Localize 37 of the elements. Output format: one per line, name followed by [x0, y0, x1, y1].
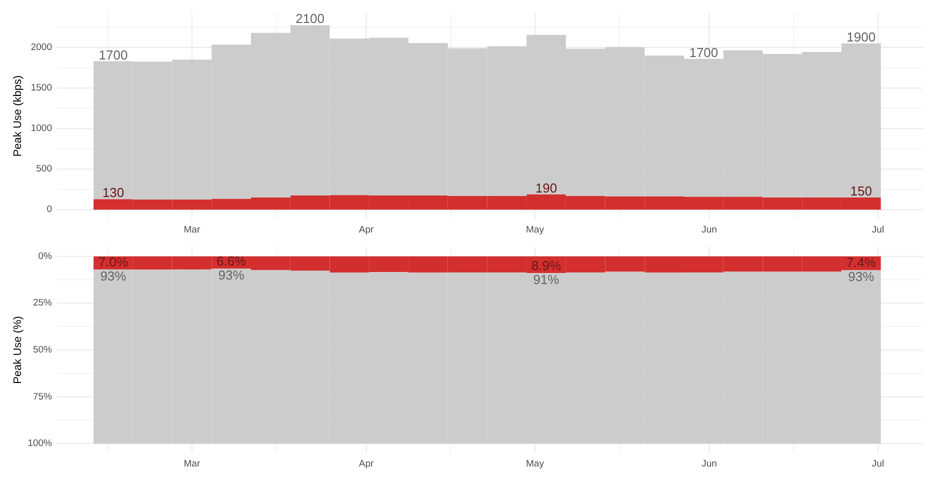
data-label: 93% [848, 268, 875, 284]
data-label: 7.0% [98, 254, 128, 270]
data-label: 2100 [296, 11, 325, 26]
data-label: 1700 [689, 44, 718, 60]
y-tick-label: 1000 [30, 123, 52, 134]
x-tick-label: May [526, 458, 544, 470]
x-tick-label: Apr [358, 224, 374, 236]
y-tick-label: 100% [28, 438, 53, 450]
y-tick-label: 500 [36, 164, 52, 175]
data-label: 1700 [98, 47, 128, 62]
data-label: 130 [102, 185, 124, 200]
y-tick-label: 50% [32, 344, 53, 356]
data-label: 91% [533, 272, 560, 287]
x-tick-label: Jul [872, 458, 884, 470]
y-axis-title: Peak Use (kbps) [12, 75, 24, 157]
y-tick-label: 75% [32, 391, 53, 402]
x-tick-label: Mar [184, 224, 200, 236]
y-tick-label: 1500 [30, 82, 52, 94]
data-label: 7.4% [846, 255, 876, 270]
data-label: 93% [218, 267, 245, 282]
x-tick-label: Jul [872, 224, 884, 236]
y-tick-label: 2000 [30, 42, 52, 53]
y-axis-title: Peak Use (%) [12, 316, 24, 384]
data-label: 8.9% [531, 258, 562, 274]
y-tick-label: 0 [46, 204, 52, 216]
data-label: 93% [100, 268, 127, 284]
y-tick-label: 0% [38, 250, 53, 262]
data-label: 1900 [846, 29, 876, 44]
x-tick-label: Jun [702, 224, 717, 236]
data-label: 6.6% [216, 254, 247, 269]
x-tick-label: Jun [702, 458, 717, 470]
x-tick-label: Apr [358, 458, 374, 470]
x-tick-label: Mar [184, 458, 200, 470]
y-tick-label: 25% [32, 298, 53, 309]
data-label: 150 [850, 184, 872, 199]
x-tick-label: May [526, 224, 544, 236]
data-label: 190 [535, 180, 558, 196]
